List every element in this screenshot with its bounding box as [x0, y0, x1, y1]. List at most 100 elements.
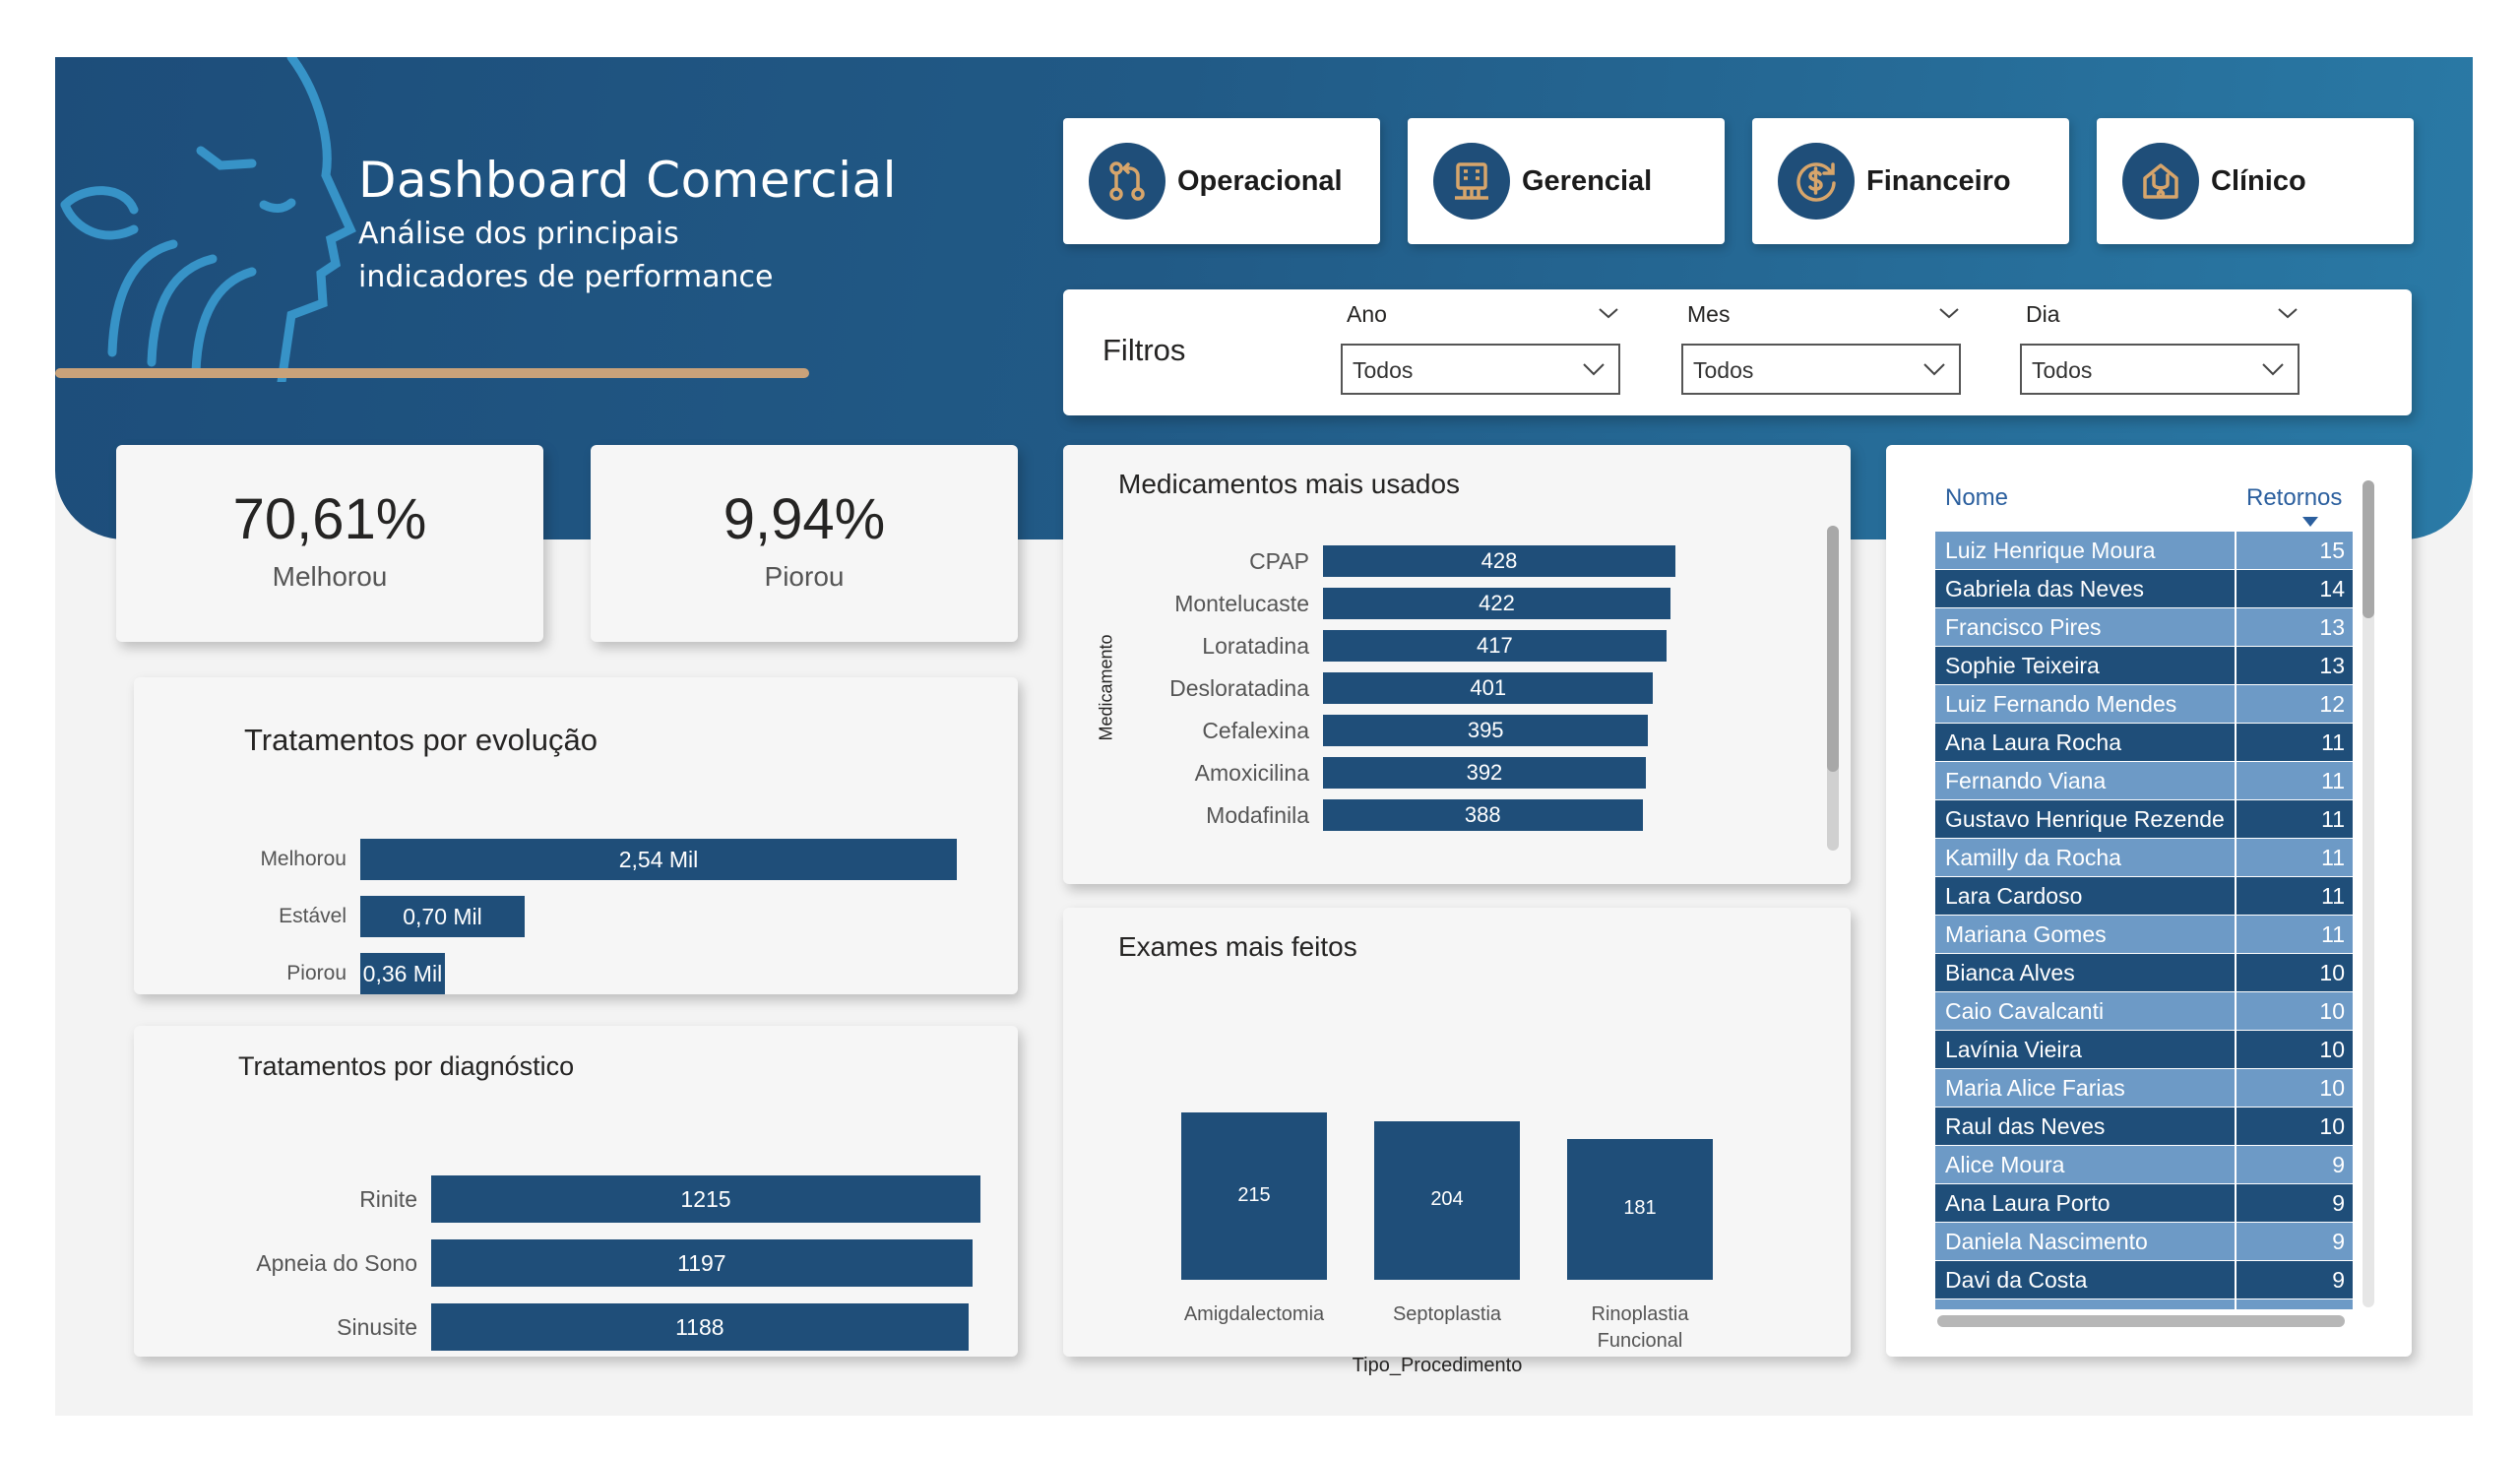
page-subtitle-line2: indicadores de performance: [358, 260, 774, 294]
category-label: Montelucaste: [1174, 590, 1309, 616]
table-row[interactable]: Alice Moura 9: [1935, 1146, 2353, 1184]
cell-retornos: 12: [2319, 691, 2345, 717]
table-row[interactable]: Gustavo Henrique Rezende 11: [1935, 800, 2353, 839]
category-label: Sinusite: [337, 1313, 417, 1340]
chart-title: Exames mais feitos: [1118, 931, 1357, 962]
filter-dia-dropdown[interactable]: Todos: [2020, 344, 2300, 395]
page-subtitle: Análise dos principais indicadores de pe…: [358, 213, 910, 299]
table-row[interactable]: Kamilly da Rocha 11: [1935, 839, 2353, 877]
bar: [1323, 757, 1646, 789]
filter-mes-dropdown[interactable]: Todos: [1681, 344, 1961, 395]
table-row[interactable]: Lavínia Vieira 10: [1935, 1031, 2353, 1069]
chart-evolucao-card: Tratamentos por evolução Melhorou 2,54 Mi…: [134, 677, 1018, 994]
filter-ano-dropdown[interactable]: Todos: [1341, 344, 1620, 395]
filter-value: Todos: [1353, 357, 1414, 383]
chevron-down-icon[interactable]: [1597, 303, 1620, 323]
table-row[interactable]: Davi da Costa 9: [1935, 1261, 2353, 1299]
cell-retornos: 9: [2332, 1229, 2345, 1254]
page-subtitle-line1: Análise dos principais: [358, 217, 679, 251]
cell-nome: Davi da Costa: [1935, 1261, 2236, 1299]
table-row[interactable]: Bianca Alves 10: [1935, 954, 2353, 992]
data-label: 417: [1477, 633, 1513, 658]
chevron-down-icon[interactable]: [1937, 303, 1961, 323]
data-label: 388: [1464, 802, 1501, 827]
cell-nome: Sophie Teixeira: [1935, 647, 2236, 684]
data-label: 395: [1467, 718, 1504, 742]
table-row[interactable]: Luiz Henrique Moura 15: [1935, 532, 2353, 570]
accent-divider: [55, 368, 809, 378]
cell-retornos: 10: [2319, 960, 2345, 985]
filter-mes: Mes Todos: [1681, 301, 1967, 395]
table-row[interactable]: Ana Laura Porto 9: [1935, 1184, 2353, 1223]
nav-button-clinico[interactable]: Clínico: [2097, 118, 2414, 244]
nav-button-label: Operacional: [1177, 164, 1343, 197]
category-label: Rinoplastia: [1591, 1303, 1689, 1325]
cell-nome: Raul das Neves: [1935, 1108, 2236, 1145]
table-horizontal-scrollbar[interactable]: [1937, 1315, 2345, 1327]
nav-button-operacional[interactable]: Operacional: [1063, 118, 1380, 244]
page-title: Dashboard Comercial: [358, 152, 897, 209]
data-label: 181: [1623, 1197, 1657, 1220]
data-label: 422: [1479, 591, 1515, 615]
cell-nome: Diogo da Paz: [1935, 1299, 2236, 1309]
category-label: Cefalexina: [1202, 717, 1309, 743]
table-row[interactable]: Francisco Pires 13: [1935, 608, 2353, 647]
nav-button-financeiro[interactable]: Financeiro: [1752, 118, 2069, 244]
filter-value: Todos: [2032, 357, 2093, 383]
column-header-retornos[interactable]: Retornos: [2246, 484, 2343, 511]
table-row[interactable]: Daniela Nascimento 9: [1935, 1223, 2353, 1261]
sort-descending-icon: [2302, 517, 2318, 527]
chart-title: Medicamentos mais usados: [1118, 469, 1461, 499]
chevron-down-icon: [1923, 363, 1945, 376]
table-row[interactable]: Fernando Viana 11: [1935, 762, 2353, 800]
table-row[interactable]: Lara Cardoso 11: [1935, 877, 2353, 916]
filter-dia: Dia Todos: [2020, 301, 2305, 395]
cell-retornos: 9: [2332, 1190, 2345, 1216]
bar: [431, 1239, 973, 1287]
cell-nome: Kamilly da Rocha: [1935, 839, 2236, 876]
chart-title: Tratamentos por diagnóstico: [238, 1051, 575, 1081]
cell-retornos: 11: [2321, 729, 2345, 755]
cell-nome: Lavínia Vieira: [1935, 1031, 2236, 1068]
table-row[interactable]: Raul das Neves 10: [1935, 1108, 2353, 1146]
category-label: Septoplastia: [1392, 1303, 1502, 1325]
table-row[interactable]: Luiz Fernando Mendes 12: [1935, 685, 2353, 724]
table-row[interactable]: Diogo da Paz9: [1935, 1299, 2353, 1309]
nav-button-gerencial[interactable]: Gerencial: [1408, 118, 1725, 244]
table-row[interactable]: Gabriela das Neves 14: [1935, 570, 2353, 608]
scrollbar-thumb[interactable]: [2362, 480, 2374, 618]
bar: [1374, 1120, 1520, 1280]
cell-retornos: 13: [2319, 614, 2345, 640]
column-header-nome[interactable]: Nome: [1945, 484, 2009, 511]
data-label: 0,36 Mil: [362, 960, 443, 986]
chevron-down-icon[interactable]: [2276, 303, 2300, 323]
table-vertical-scrollbar[interactable]: [2362, 480, 2374, 1307]
table-row[interactable]: Maria Alice Farias 10: [1935, 1069, 2353, 1108]
cell-nome: Bianca Alves: [1935, 954, 2236, 991]
table-row[interactable]: Ana Laura Rocha 11: [1935, 724, 2353, 762]
bar: [1323, 588, 1670, 619]
axis-title: Tipo_Procedimento: [1352, 1355, 1523, 1376]
category-label: Apneia do Sono: [256, 1249, 417, 1276]
category-label: Desloratadina: [1169, 674, 1309, 701]
face-profile-icon: [60, 57, 356, 382]
table-row[interactable]: Mariana Gomes 11: [1935, 916, 2353, 954]
table-row[interactable]: Caio Cavalcanti 10: [1935, 992, 2353, 1031]
cell-nome: Ana Laura Porto: [1935, 1184, 2236, 1222]
cell-nome: Francisco Pires: [1935, 608, 2236, 646]
chevron-down-icon: [2262, 363, 2284, 376]
kpi-card-piorou: 9,94% Piorou: [591, 445, 1018, 642]
axis-title: Medicamento: [1096, 634, 1116, 741]
cell-retornos: 11: [2321, 921, 2345, 947]
scrollbar-thumb[interactable]: [1827, 526, 1839, 772]
chart-medicamentos-card: Medicamentos mais usados CPAP 428 Monteluc…: [1063, 445, 1851, 884]
category-label: Melhorou: [260, 847, 346, 870]
cell-retornos: 10: [2319, 1113, 2345, 1139]
filters-title: Filtros: [1102, 333, 1186, 367]
bar: [1323, 715, 1649, 746]
table-body: Luiz Henrique Moura 15 Gabriela das Neves 1…: [1935, 532, 2353, 1309]
cell-nome: Ana Laura Rocha: [1935, 724, 2236, 761]
table-row[interactable]: Sophie Teixeira 13: [1935, 647, 2353, 685]
cell-retornos: 11: [2321, 883, 2345, 909]
chart-scrollbar[interactable]: [1827, 526, 1839, 851]
